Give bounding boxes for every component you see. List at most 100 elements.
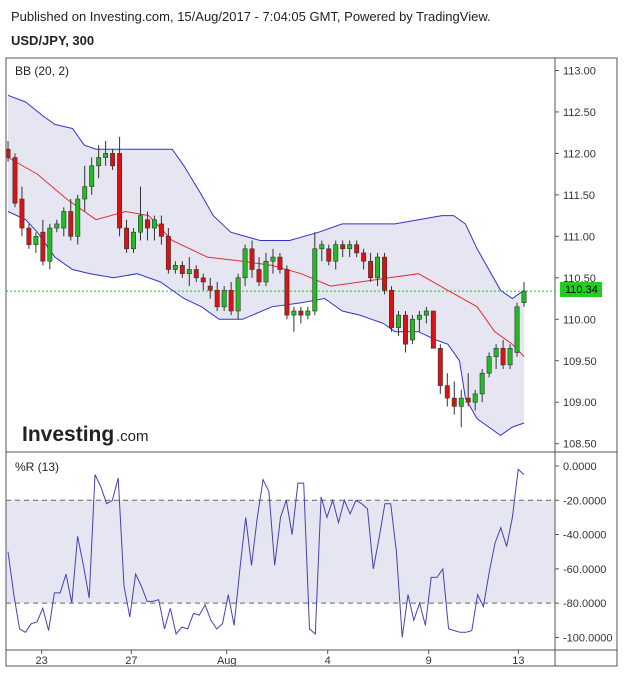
wr-tick-label: -100.0000 (563, 632, 613, 644)
candle-body (284, 269, 290, 316)
candle (479, 369, 485, 403)
chart-frame (5, 57, 618, 667)
candle-body (396, 314, 401, 328)
price-tick-label: 110.50 (563, 273, 596, 285)
price-tick-label: 112.00 (563, 148, 596, 160)
candle-body (514, 306, 520, 353)
candle (514, 302, 520, 357)
time-tick-label: 27 (125, 655, 137, 667)
logo-suffix: .com (116, 428, 149, 445)
axes: 113.00112.50112.00111.50111.00110.50110.… (5, 57, 618, 667)
candle-body (382, 256, 388, 291)
candle-body (354, 244, 360, 254)
candle-body (298, 310, 304, 316)
candle-body (12, 157, 18, 204)
candle (312, 232, 318, 316)
candle-body (277, 256, 283, 270)
candle-body (144, 219, 150, 229)
wr-tick-label: -60.0000 (563, 564, 606, 576)
candle-body (19, 198, 25, 229)
time-tick-label: 23 (36, 655, 48, 667)
candle (54, 219, 60, 233)
candle (368, 252, 374, 282)
candle (179, 261, 185, 278)
current-price-box (560, 282, 602, 297)
price-tick-label: 111.00 (563, 231, 595, 243)
candle-body (82, 186, 88, 200)
published-caption: Published on Investing.com, 15/Aug/2017 … (11, 9, 491, 24)
candle (61, 207, 67, 237)
candle (409, 315, 415, 345)
candle-body (409, 318, 415, 341)
candle (500, 340, 506, 370)
candle (465, 373, 471, 407)
candle-body (521, 290, 527, 303)
candle (68, 199, 74, 241)
candle-body (493, 348, 499, 357)
candle-body (319, 244, 325, 250)
candle (158, 215, 164, 245)
candle-body (458, 397, 464, 407)
candle (472, 389, 478, 411)
investing-logo: Investing .com (22, 423, 149, 446)
candle (347, 240, 353, 258)
candle (361, 248, 367, 270)
candle-body (430, 310, 436, 349)
candle (200, 273, 206, 291)
upper-band-line (7, 94, 525, 300)
candle (235, 273, 241, 320)
candle (430, 310, 436, 349)
candle (277, 252, 283, 274)
candle (305, 306, 311, 320)
price-tick-label: 111.50 (563, 190, 595, 202)
candle-body (500, 348, 506, 366)
candle-body (291, 310, 297, 316)
time-tick-label: Aug (217, 655, 237, 667)
candle (396, 310, 401, 336)
candle-body (270, 256, 276, 262)
candles (5, 136, 527, 428)
price-tick-label: 109.00 (563, 397, 597, 409)
candle-body (179, 265, 185, 274)
candle-body (326, 248, 332, 262)
candle (507, 344, 513, 370)
candle-body (138, 215, 143, 233)
candle-body (402, 314, 408, 345)
candle (47, 223, 53, 270)
candle (138, 186, 143, 241)
candle (326, 244, 332, 266)
price-tick-label: 110.00 (563, 314, 596, 326)
candle-body (423, 310, 429, 316)
candle-body (437, 348, 443, 386)
symbol-title: USD/JPY, 300 (11, 33, 95, 48)
wr-indicator-label: %R (13) (15, 460, 59, 474)
candle-body (96, 157, 102, 167)
candle (382, 252, 388, 295)
candle (103, 140, 109, 166)
wr-tick-label: -80.0000 (563, 598, 606, 610)
price-tick-label: 113.00 (563, 65, 596, 77)
price-tick-label: 112.50 (563, 107, 596, 119)
candle (40, 219, 46, 266)
candle-body (507, 348, 513, 366)
candle (319, 240, 325, 262)
wr-tick-label: -20.0000 (563, 495, 606, 507)
candle-body (54, 223, 60, 229)
bb-indicator-label: BB (20, 2) (15, 64, 69, 78)
candle-body (242, 248, 248, 279)
candle-body (444, 385, 450, 399)
candle-body (200, 277, 206, 283)
time-tick-label: 4 (325, 655, 331, 667)
candle (423, 306, 429, 324)
candle (33, 232, 39, 253)
candle (437, 344, 443, 394)
current-price-label: 110.34 (565, 284, 598, 296)
candle (19, 186, 25, 237)
candle-body (472, 393, 478, 403)
candle-body (416, 314, 422, 320)
candle-body (375, 256, 381, 279)
candle (416, 310, 422, 332)
candle (82, 165, 88, 212)
candle (451, 381, 457, 415)
